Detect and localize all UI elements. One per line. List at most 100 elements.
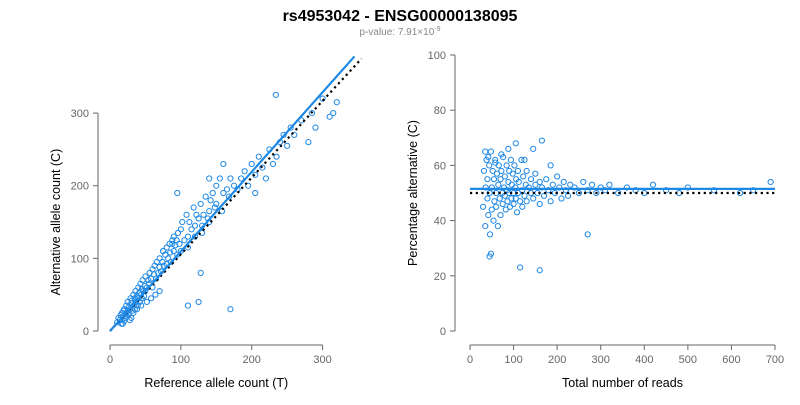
- data-point: [200, 211, 207, 218]
- data-point: [262, 175, 269, 182]
- data-point: [505, 178, 512, 186]
- data-point: [554, 173, 561, 180]
- p-value-exponent: -9: [434, 26, 440, 33]
- y-tick-label: 60: [434, 160, 446, 172]
- data-point: [287, 124, 294, 131]
- data-point: [584, 187, 591, 194]
- data-point: [272, 91, 279, 99]
- data-point: [482, 148, 489, 155]
- data-point: [490, 176, 498, 183]
- data-point: [197, 269, 204, 276]
- data-point: [206, 175, 213, 182]
- y-tick-label: 40: [434, 216, 446, 228]
- data-point: [495, 162, 502, 169]
- data-point: [593, 189, 600, 197]
- data-point: [241, 168, 248, 175]
- y-axis-label: Alternative allele count (C): [49, 149, 63, 296]
- data-point: [479, 203, 487, 210]
- data-point: [560, 178, 567, 186]
- data-point: [492, 159, 499, 166]
- data-point: [227, 175, 234, 182]
- data-point: [506, 203, 514, 210]
- data-point: [532, 170, 539, 177]
- data-point: [508, 195, 515, 202]
- y-tick-label: 0: [83, 326, 89, 338]
- data-point: [494, 223, 501, 230]
- data-point: [197, 200, 204, 207]
- data-point: [188, 226, 195, 233]
- data-point: [684, 184, 691, 191]
- data-point: [186, 218, 193, 226]
- data-point: [143, 298, 150, 306]
- data-point: [490, 217, 497, 224]
- data-point: [485, 211, 492, 219]
- data-point: [245, 182, 252, 189]
- data-point: [195, 215, 202, 222]
- data-point: [532, 181, 539, 188]
- data-point: [223, 186, 231, 193]
- data-point: [489, 167, 496, 175]
- data-point: [540, 192, 548, 199]
- data-point: [220, 189, 227, 197]
- x-tick-label: 100: [172, 354, 190, 366]
- data-point: [519, 203, 526, 210]
- data-point: [255, 153, 262, 160]
- data-point: [492, 156, 499, 163]
- y-tick-label: 80: [434, 105, 446, 117]
- data-point: [580, 178, 587, 186]
- x-tick-label: 0: [107, 354, 113, 366]
- data-point: [160, 248, 167, 255]
- data-point: [662, 187, 670, 194]
- data-point: [174, 189, 181, 197]
- data-point: [152, 291, 159, 298]
- data-point: [183, 211, 190, 218]
- data-point: [545, 187, 552, 194]
- data-point: [312, 124, 319, 131]
- data-point: [484, 195, 491, 202]
- data-point: [138, 302, 145, 309]
- data-point: [291, 131, 298, 138]
- data-point: [252, 171, 259, 178]
- y-axis-label: Percentage alternative (C): [406, 120, 420, 266]
- data-point: [167, 249, 174, 256]
- data-point: [497, 176, 504, 183]
- data-point: [502, 206, 509, 213]
- data-point: [512, 195, 519, 202]
- y-tick-label: 0: [440, 326, 446, 338]
- data-point: [491, 198, 498, 205]
- data-point: [567, 181, 574, 188]
- data-point: [169, 240, 176, 247]
- x-tick-label: 300: [313, 354, 331, 366]
- data-point: [482, 223, 489, 230]
- data-point: [503, 162, 510, 169]
- x-axis-label: Total number of reads: [562, 376, 683, 390]
- data-point: [333, 99, 340, 106]
- data-point: [482, 184, 489, 191]
- x-tick-label: 500: [679, 354, 697, 366]
- data-point: [152, 275, 160, 282]
- data-point: [184, 233, 192, 240]
- data-point: [588, 181, 596, 188]
- data-point: [191, 222, 199, 229]
- data-point: [207, 197, 214, 204]
- reference-line: [109, 57, 363, 332]
- data-point: [523, 167, 530, 175]
- x-tick-label: 300: [592, 354, 610, 366]
- data-point: [558, 195, 565, 202]
- x-tick-label: 200: [548, 354, 566, 366]
- x-tick-label: 600: [722, 354, 740, 366]
- data-point: [767, 178, 774, 186]
- data-point: [170, 248, 177, 255]
- x-tick-label: 0: [467, 354, 473, 366]
- data-point: [513, 209, 521, 216]
- data-point: [498, 151, 505, 158]
- data-point: [606, 181, 613, 188]
- data-point: [507, 156, 515, 163]
- data-point: [501, 173, 508, 180]
- data-point: [737, 189, 744, 197]
- data-point: [521, 156, 528, 163]
- data-point: [521, 192, 528, 199]
- data-point: [273, 153, 280, 160]
- data-point: [517, 198, 524, 205]
- data-point: [514, 189, 522, 197]
